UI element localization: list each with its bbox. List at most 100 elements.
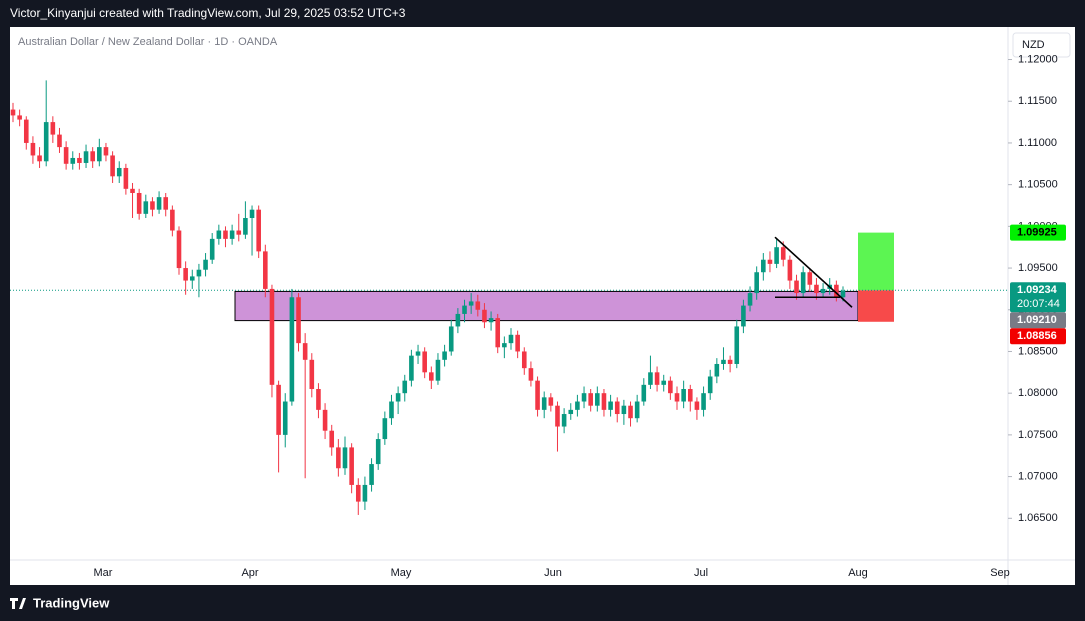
candle-body [628, 405, 633, 419]
candle-body [103, 147, 109, 156]
candle-body [236, 230, 242, 235]
candle-body [780, 247, 786, 260]
candle-body [43, 122, 49, 162]
candle-body [156, 197, 162, 210]
candle-body [243, 218, 248, 235]
candle-body [83, 151, 89, 163]
y-tick-label: 1.09500 [1018, 262, 1058, 274]
candle-body [289, 297, 295, 402]
currency-box[interactable] [1012, 32, 1071, 58]
candle-body [621, 405, 627, 415]
profit-box [858, 232, 894, 291]
y-tick-label: 1.08500 [1018, 345, 1058, 357]
zone [234, 290, 859, 322]
candle-body [276, 384, 281, 435]
candle-body [761, 259, 766, 273]
candle-body [814, 284, 819, 294]
candle-body [136, 192, 142, 214]
footer: TradingView [33, 595, 110, 610]
candle-body [369, 464, 374, 485]
candle-body [302, 343, 308, 360]
y-tick-label: 1.07000 [1018, 470, 1058, 482]
price-label-box [1010, 328, 1066, 345]
price-label: 1.08856 [1017, 330, 1057, 342]
candle-body [322, 409, 328, 431]
x-tick-label: Jul [694, 567, 708, 579]
candle-body [209, 238, 215, 260]
candle-body [462, 305, 467, 314]
price-label: 1.09210 [1017, 314, 1057, 326]
candle-body [150, 201, 155, 210]
candle-body [189, 276, 195, 281]
candle-body [741, 305, 746, 327]
candle-body [455, 313, 461, 327]
candle-body [648, 372, 653, 385]
candle-body [568, 409, 574, 415]
candle-body [588, 393, 593, 406]
price-label-box [1010, 224, 1066, 241]
candle-body [528, 368, 534, 381]
candle-body [747, 293, 753, 306]
candle-body [223, 230, 228, 239]
y-tick-label: 1.06500 [1018, 512, 1058, 524]
candle-body [820, 288, 826, 294]
trendline [774, 236, 853, 308]
y-tick-label: 1.12000 [1018, 53, 1058, 65]
candle-body [123, 167, 129, 189]
x-tick-label: Jun [544, 567, 562, 579]
candle-body [495, 318, 501, 348]
currency[interactable]: NZD [1022, 39, 1045, 51]
candle-body [508, 334, 514, 344]
chart-title: Australian Dollar / New Zealand Dollar ·… [18, 36, 278, 48]
candle-body [196, 269, 202, 277]
candle-body [521, 351, 527, 369]
candle-body [282, 401, 288, 435]
candle-body [375, 439, 381, 465]
candle-body [203, 259, 208, 270]
candle-body [130, 188, 135, 193]
candle-body [429, 372, 434, 381]
candle-body [687, 389, 693, 402]
x-tick-label: May [391, 567, 412, 579]
y-tick-label: 1.07500 [1018, 429, 1058, 441]
candle-body [382, 418, 388, 440]
candle-body [37, 155, 42, 162]
candle-body [767, 259, 773, 264]
candle-body [794, 280, 799, 294]
candle-body [714, 363, 720, 377]
candle-body [269, 288, 275, 385]
candle-body [116, 167, 122, 177]
candle-body [442, 351, 447, 360]
candle-body [727, 359, 733, 364]
candle-body [263, 251, 268, 289]
candle-body [840, 290, 846, 298]
x-tick-label: Mar [94, 567, 113, 579]
candle-body [701, 393, 706, 410]
candle-body [834, 284, 839, 298]
candle-body [296, 297, 301, 344]
candle-body [787, 259, 793, 281]
candle-body [362, 484, 368, 502]
candle-body [435, 359, 441, 381]
candle-body [468, 301, 474, 306]
candle-body [97, 147, 102, 162]
candle-body [800, 272, 806, 294]
candle-body [661, 380, 667, 385]
candle-body [409, 355, 414, 381]
candle-body [548, 397, 554, 406]
x-tick-label: Apr [241, 567, 258, 579]
candle-body [395, 393, 401, 402]
candle-body [721, 359, 726, 364]
candle-body [329, 430, 335, 448]
price-label-box [1010, 282, 1066, 313]
candle-body [342, 447, 348, 469]
candle-body [77, 157, 82, 163]
candle-body [448, 326, 454, 352]
candle-body [707, 376, 713, 394]
candle-body [23, 119, 29, 143]
candle-body [575, 401, 580, 410]
candle-body [170, 209, 175, 231]
candle-body [249, 209, 255, 219]
candle-body [694, 401, 700, 410]
